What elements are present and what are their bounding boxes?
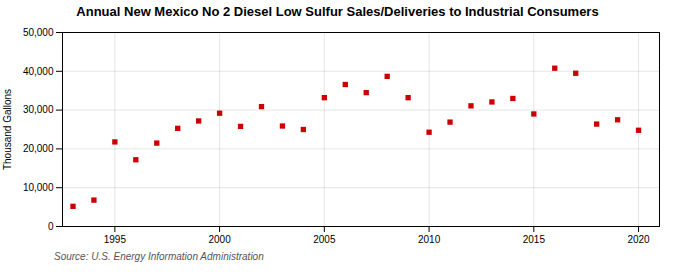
- svg-text:2020: 2020: [627, 234, 650, 245]
- svg-text:2000: 2000: [208, 234, 231, 245]
- html-text:Source: U.S. Energy Informatio: Source: U.S. Energy Information Administ…: [54, 251, 264, 262]
- svg-text:40,000: 40,000: [23, 66, 54, 77]
- svg-text:30,000: 30,000: [23, 104, 54, 115]
- svg-text:1995: 1995: [104, 234, 127, 245]
- svg-text:Thousand Gallons: Thousand Gallons: [2, 89, 13, 170]
- svg-text:10,000: 10,000: [23, 182, 54, 193]
- svg-text:0: 0: [48, 221, 54, 232]
- html-text:Annual New Mexico No 2 Diesel: Annual New Mexico No 2 Diesel Low Sulfur…: [76, 4, 599, 19]
- svg-text:2005: 2005: [313, 234, 336, 245]
- svg-text:2015: 2015: [523, 234, 546, 245]
- svg-text:50,000: 50,000: [23, 27, 54, 38]
- svg-text:2010: 2010: [418, 234, 441, 245]
- svg-text:20,000: 20,000: [23, 143, 54, 154]
